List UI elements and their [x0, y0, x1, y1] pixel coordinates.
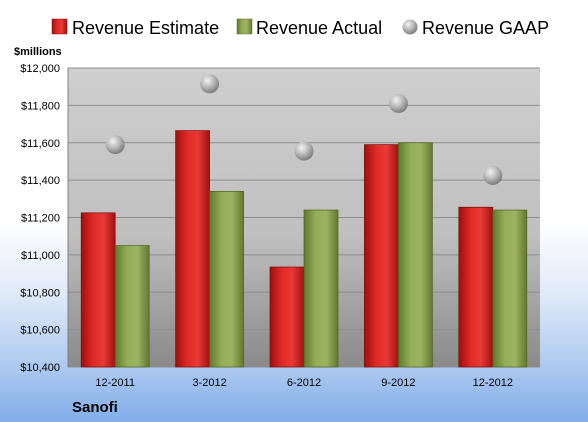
- bar-revenue-actual: [492, 209, 528, 368]
- legend-swatch-actual: [236, 18, 253, 35]
- y-tick-label: $10,800: [20, 287, 60, 299]
- legend: Revenue Estimate Revenue Actual Revenue …: [51, 18, 549, 38]
- bar-revenue-estimate: [364, 144, 399, 368]
- bar-revenue-estimate: [80, 212, 116, 368]
- y-tick-label: $11,600: [21, 138, 60, 150]
- x-tick-label: 3-2012: [192, 377, 226, 389]
- marker-revenue-gaap: [294, 141, 314, 161]
- x-axis-labels: 12-2011 3-2012 6-2012 9-2012 12-2012: [95, 377, 513, 389]
- x-tick-label: 12-2011: [95, 377, 135, 389]
- bar-revenue-estimate: [269, 266, 305, 368]
- y-axis-ticks: $10,400 $10,600 $10,800 $11,000 $11,200 $11,4…: [20, 63, 60, 374]
- legend-label-gaap: Revenue GAAP: [422, 18, 549, 38]
- legend-label-actual: Revenue Actual: [256, 18, 382, 38]
- bar-revenue-estimate: [175, 130, 210, 368]
- y-axis-unit-label: $millions: [14, 46, 62, 58]
- y-tick-label: $11,200: [21, 213, 60, 225]
- legend-swatch-gaap: [402, 19, 418, 35]
- marker-revenue-gaap: [388, 94, 408, 114]
- y-tick-label: $11,400: [21, 175, 60, 187]
- y-tick-label: $10,400: [20, 362, 60, 374]
- y-tick-label: $11,000: [21, 250, 60, 262]
- x-tick-label: 12-2012: [473, 377, 513, 389]
- marker-revenue-gaap: [105, 135, 125, 155]
- marker-revenue-gaap: [200, 74, 220, 94]
- legend-swatch-estimate: [51, 18, 68, 35]
- bars: [80, 130, 528, 368]
- bar-revenue-estimate: [458, 206, 494, 368]
- y-tick-label: $10,600: [20, 325, 60, 337]
- bar-revenue-actual: [209, 190, 244, 368]
- bar-revenue-actual: [398, 142, 433, 368]
- y-tick-label: $12,000: [20, 63, 60, 75]
- bar-revenue-actual: [114, 245, 150, 368]
- company-label: Sanofi: [72, 399, 118, 416]
- x-tick-label: 9-2012: [381, 377, 415, 389]
- x-tick-label: 6-2012: [287, 377, 321, 389]
- legend-label-estimate: Revenue Estimate: [72, 18, 219, 38]
- marker-revenue-gaap: [483, 165, 503, 185]
- bar-revenue-actual: [303, 209, 339, 368]
- gaap-markers: [105, 74, 503, 185]
- y-tick-label: $11,800: [21, 100, 60, 112]
